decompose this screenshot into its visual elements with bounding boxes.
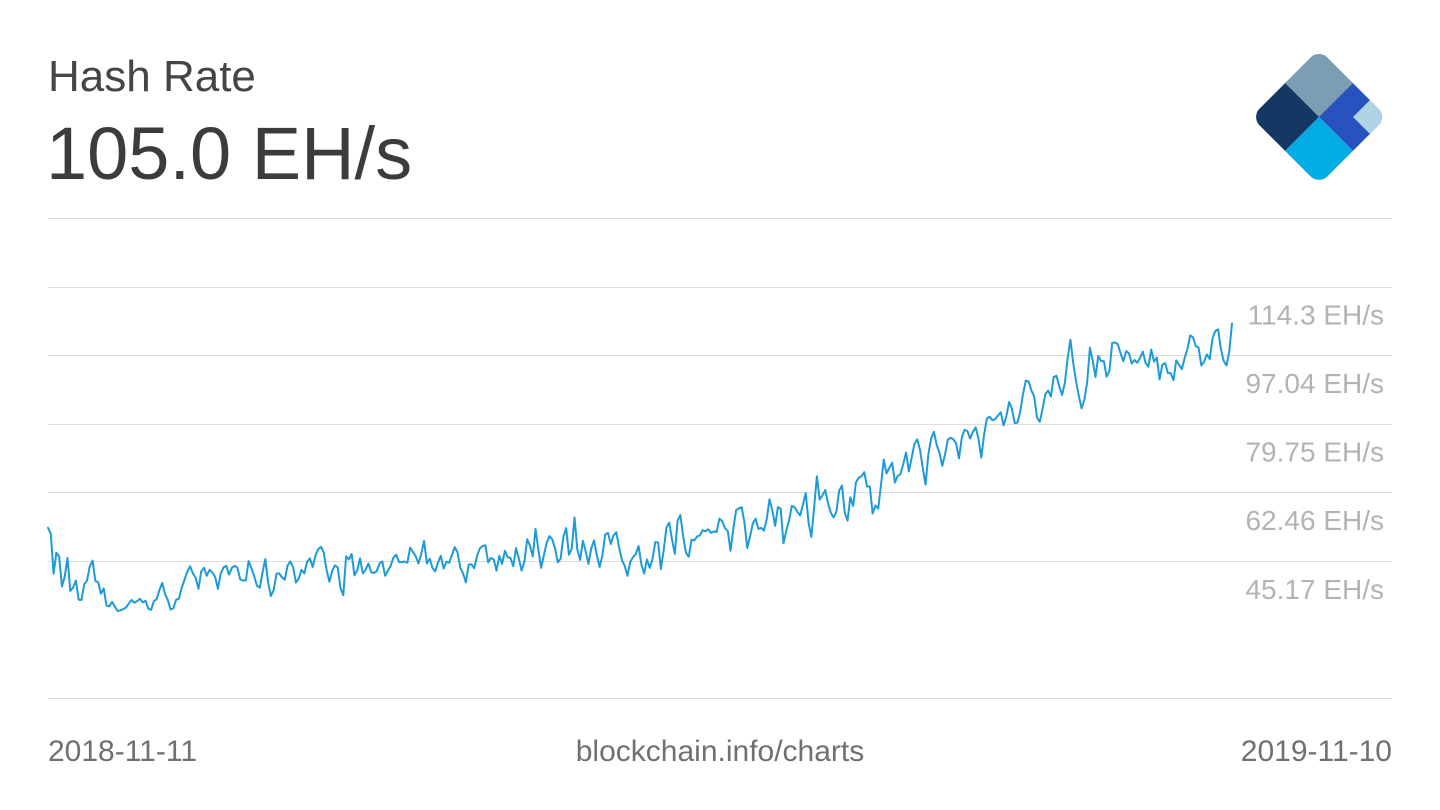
logo-diamond [1251,49,1387,185]
current-hash-rate-value: 105.0 EH/s [46,112,413,195]
blockchain-logo-icon [1251,49,1387,185]
x-end-date: 2019-11-10 [1240,735,1392,768]
x-start-date: 2018-11-11 [48,735,198,768]
chart-title: Hash Rate [48,52,256,101]
source-link[interactable]: blockchain.info/charts [575,735,865,768]
y-tick-label: 114.3 EH/s [1248,300,1384,331]
y-tick-labels: 45.17 EH/s 62.46 EH/s 79.75 EH/s 97.04 EH/s… [1245,300,1384,605]
grid-lines [48,218,1392,699]
hash-rate-line [47,322,1233,613]
y-tick-label: 79.75 EH/s [1245,437,1384,468]
y-tick-label: 45.17 EH/s [1245,574,1384,605]
y-tick-label: 62.46 EH/s [1245,505,1384,536]
y-tick-label: 97.04 EH/s [1245,368,1384,399]
